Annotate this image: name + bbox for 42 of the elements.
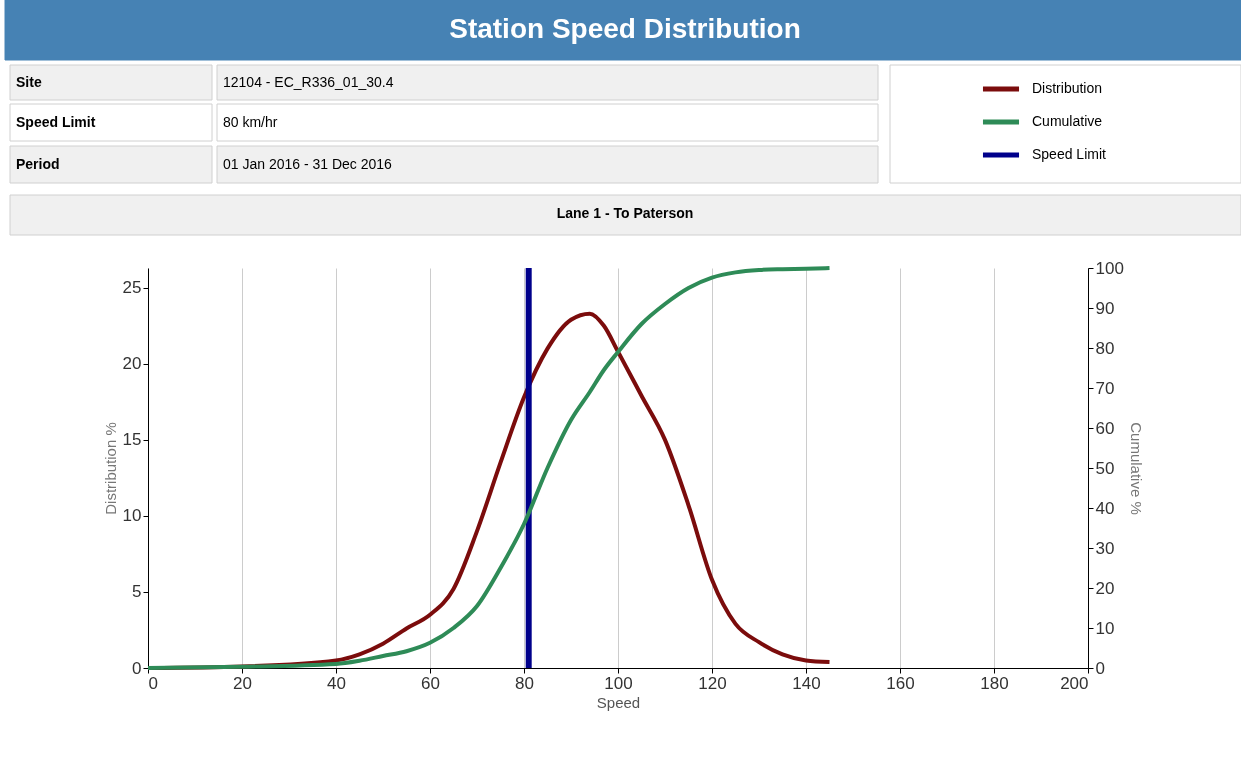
y-tick-label: 5	[132, 582, 142, 602]
y2-tick-label: 20	[1095, 578, 1115, 598]
text: 12104 - EC_R336_01_30.4	[223, 73, 394, 90]
x-tick-label: 160	[886, 673, 915, 693]
y2-tick-label: 80	[1095, 338, 1115, 358]
y-tick-label: 20	[122, 354, 142, 374]
text: Speed Limit	[16, 113, 96, 130]
x-tick-label: 120	[698, 673, 727, 693]
chart-subtitle: Lane 1 - To Paterson	[556, 205, 694, 221]
x-tick-label: 100	[604, 673, 633, 693]
x-tick-label: 0	[148, 673, 158, 693]
x-tick-label: 180	[980, 673, 1009, 693]
y2-tick-label: 30	[1095, 538, 1115, 558]
x-tick-label: 80	[515, 673, 534, 693]
text: 01 Jan 2016 - 31 Dec 2016	[223, 155, 393, 172]
x-tick-label: 20	[233, 673, 252, 693]
x-axis-title: Speed	[596, 693, 641, 711]
y2-tick-label: 60	[1095, 418, 1115, 438]
x-tick-label: 60	[421, 673, 440, 693]
y-tick-label: 10	[122, 506, 142, 526]
y2-tick-label: 90	[1095, 298, 1115, 318]
x-tick-label: 40	[327, 673, 346, 693]
x-tick-label: 140	[792, 673, 821, 693]
y2-tick-label: 50	[1095, 458, 1115, 478]
y2-axis-title: Cumulative %	[1127, 422, 1145, 515]
text: Period	[16, 155, 60, 172]
legend-label: Distribution	[1032, 80, 1103, 96]
text: Site	[16, 73, 42, 90]
y-tick-label: 25	[122, 278, 142, 298]
y2-tick-label: 100	[1095, 258, 1124, 278]
legend-label: Speed Limit	[1032, 146, 1107, 162]
chart-title: Station Speed Distribution	[449, 13, 801, 44]
y-axis-title: Distribution %	[101, 422, 119, 515]
y2-tick-label: 10	[1095, 618, 1115, 638]
y-tick-label: 0	[132, 658, 142, 678]
legend-label: Cumulative	[1032, 113, 1103, 129]
x-tick-label: 200	[1060, 673, 1089, 693]
y2-tick-label: 0	[1095, 658, 1105, 678]
text: 80 km/hr	[223, 113, 278, 130]
y-tick-label: 15	[122, 430, 142, 450]
y2-tick-label: 70	[1095, 378, 1115, 398]
y2-tick-label: 40	[1095, 498, 1115, 518]
